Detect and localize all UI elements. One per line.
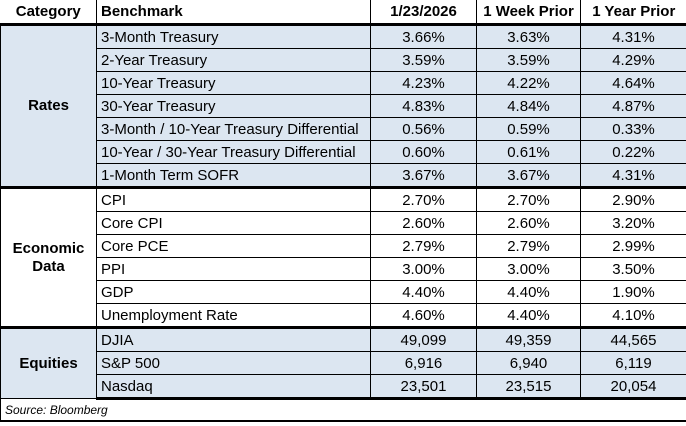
benchmark-cell: GDP — [96, 280, 371, 304]
value-cell: 49,099 — [370, 326, 477, 352]
value-cell: 0.59% — [476, 117, 581, 141]
benchmark-cell: 3-Month / 10-Year Treasury Differential — [96, 117, 371, 141]
category-label-equities: Equities — [0, 326, 97, 399]
value-cell: 2.79% — [476, 234, 581, 258]
source-attribution: Source: Bloomberg — [0, 398, 686, 422]
table-row: Economic Data CPI 2.70% 2.70% 2.90% — [0, 186, 686, 328]
value-cell: 2.70% — [370, 186, 477, 212]
value-cell: 4.84% — [476, 94, 581, 118]
benchmark-cell: 30-Year Treasury — [96, 94, 371, 118]
table-row: Core PCE 2.79% 2.79% 2.99% — [1, 234, 686, 258]
table-row: 2-Year Treasury 3.59% 3.59% 4.29% — [1, 48, 686, 72]
value-cell: 6,916 — [370, 351, 477, 375]
value-cell: 3.67% — [476, 163, 581, 188]
value-cell: 2.99% — [580, 234, 686, 258]
table-row: 30-Year Treasury 4.83% 4.84% 4.87% — [1, 94, 686, 118]
value-cell: 1.90% — [580, 280, 686, 304]
value-cell: 44,565 — [580, 326, 686, 352]
value-cell: 3.00% — [476, 257, 581, 281]
value-cell: 23,501 — [370, 374, 477, 400]
table-row: Equities DJIA 49,099 49,359 44,565 — [0, 326, 686, 399]
benchmark-cell: 1-Month Term SOFR — [96, 163, 371, 188]
value-cell: 3.59% — [476, 48, 581, 72]
value-cell: 2.60% — [370, 211, 477, 235]
value-cell: 3.63% — [476, 23, 581, 49]
value-cell: 3.50% — [580, 257, 686, 281]
value-cell: 4.60% — [370, 303, 477, 328]
category-label-economic-data: Economic Data — [0, 186, 97, 328]
section-equities: Equities DJIA 49,099 49,359 44,565 S&P 5… — [0, 326, 686, 400]
table-row: 1-Month Term SOFR 3.67% 3.67% 4.31% — [1, 163, 686, 188]
value-cell: 4.31% — [580, 23, 686, 49]
value-cell: 0.33% — [580, 117, 686, 141]
table-row: S&P 500 6,916 6,940 6,119 — [1, 351, 686, 375]
benchmark-cell: S&P 500 — [96, 351, 371, 375]
value-cell: 20,054 — [580, 374, 686, 400]
value-cell: 4.10% — [580, 303, 686, 328]
benchmark-cell: 10-Year Treasury — [96, 71, 371, 95]
value-cell: 2.90% — [580, 186, 686, 212]
benchmark-cell: Core PCE — [96, 234, 371, 258]
value-cell: 0.60% — [370, 140, 477, 164]
column-header-benchmark: Benchmark — [96, 0, 371, 26]
value-cell: 3.59% — [370, 48, 477, 72]
value-cell: 0.22% — [580, 140, 686, 164]
table-row: 3-Month / 10-Year Treasury Differential … — [1, 117, 686, 141]
benchmark-cell: 2-Year Treasury — [96, 48, 371, 72]
column-header-year-prior: 1 Year Prior — [580, 0, 686, 26]
table-header-row: Category Benchmark 1/23/2026 1 Week Prio… — [0, 0, 686, 26]
source-row: Source: Bloomberg — [0, 398, 686, 422]
value-cell: 3.66% — [370, 23, 477, 49]
section-economic-data: Economic Data CPI 2.70% 2.70% 2.90% Core… — [0, 186, 686, 328]
benchmark-cell: Nasdaq — [96, 374, 371, 400]
benchmark-cell: Core CPI — [96, 211, 371, 235]
value-cell: 4.23% — [370, 71, 477, 95]
value-cell: 2.60% — [476, 211, 581, 235]
value-cell: 23,515 — [476, 374, 581, 400]
table-row: GDP 4.40% 4.40% 1.90% — [1, 280, 686, 304]
value-cell: 3.20% — [580, 211, 686, 235]
column-header-category: Category — [0, 0, 97, 26]
value-cell: 2.70% — [476, 186, 581, 212]
table-row: Nasdaq 23,501 23,515 20,054 — [1, 374, 686, 400]
value-cell: 4.83% — [370, 94, 477, 118]
benchmark-cell: 10-Year / 30-Year Treasury Differential — [96, 140, 371, 164]
section-rates: Rates 3-Month Treasury 3.66% 3.63% 4.31%… — [0, 23, 686, 188]
value-cell: 4.40% — [476, 303, 581, 328]
value-cell: 0.61% — [476, 140, 581, 164]
table-row: Core CPI 2.60% 2.60% 3.20% — [1, 211, 686, 235]
benchmark-cell: Unemployment Rate — [96, 303, 371, 328]
table-row: PPI 3.00% 3.00% 3.50% — [1, 257, 686, 281]
value-cell: 0.56% — [370, 117, 477, 141]
value-cell: 3.00% — [370, 257, 477, 281]
benchmark-cell: 3-Month Treasury — [96, 23, 371, 49]
value-cell: 4.40% — [370, 280, 477, 304]
value-cell: 4.87% — [580, 94, 686, 118]
value-cell: 4.40% — [476, 280, 581, 304]
value-cell: 4.31% — [580, 163, 686, 188]
column-header-current-date: 1/23/2026 — [370, 0, 477, 26]
table-row: 10-Year / 30-Year Treasury Differential … — [1, 140, 686, 164]
table-row: Unemployment Rate 4.60% 4.40% 4.10% — [1, 303, 686, 328]
column-header-week-prior: 1 Week Prior — [476, 0, 581, 26]
value-cell: 2.79% — [370, 234, 477, 258]
value-cell: 3.67% — [370, 163, 477, 188]
benchmark-cell: CPI — [96, 186, 371, 212]
value-cell: 4.29% — [580, 48, 686, 72]
value-cell: 6,119 — [580, 351, 686, 375]
table-row: 10-Year Treasury 4.23% 4.22% 4.64% — [1, 71, 686, 95]
table-footer: Source: Bloomberg — [0, 398, 686, 422]
benchmark-cell: PPI — [96, 257, 371, 281]
value-cell: 6,940 — [476, 351, 581, 375]
value-cell: 4.22% — [476, 71, 581, 95]
value-cell: 4.64% — [580, 71, 686, 95]
category-label-rates: Rates — [0, 23, 97, 188]
benchmark-cell: DJIA — [96, 326, 371, 352]
table-row: Rates 3-Month Treasury 3.66% 3.63% 4.31% — [0, 23, 686, 188]
value-cell: 49,359 — [476, 326, 581, 352]
